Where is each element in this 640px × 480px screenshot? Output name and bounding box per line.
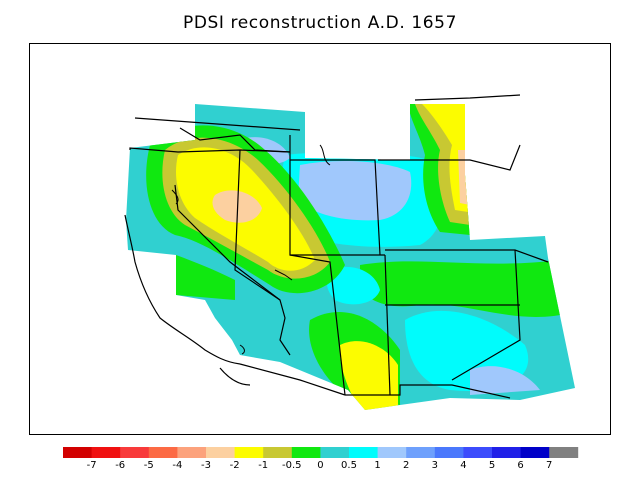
lake-tahoe [171,189,179,205]
field-lightblue-south [470,366,540,395]
nd [414,94,521,101]
texas-panhandle [451,249,521,381]
nebraska-sd [378,144,521,171]
colorbar-box-15 [492,447,521,458]
colorbar-label-12: 3 [432,460,438,471]
colorbar-label-3: -4 [172,460,182,471]
colorbar-box-16 [520,447,550,458]
colorbar-box-7 [263,447,293,458]
colorbar-box-3 [148,447,178,458]
field-yellow-arizona [339,341,398,410]
colorbar-box-10 [349,447,378,458]
state-boundaries [124,94,549,399]
colorbar-box-8 [291,447,321,458]
colorbar-label-13: 4 [460,460,466,471]
colorado-east [384,254,391,396]
coastline [124,214,241,365]
colorbar-label-6: -1 [258,460,268,471]
field-green-south [360,260,575,317]
colorbar-box-12 [406,447,436,458]
baja [219,367,251,386]
arizona-border [289,254,346,396]
map-frame [29,43,611,435]
colorbar-label-16: 7 [546,460,552,471]
colorbar-label-0: -7 [87,460,97,471]
colorbar-box-1 [91,447,121,458]
field-cyan-utah [326,266,380,305]
map-title: PDSI reconstruction A.D. 1657 [182,13,458,33]
colorbar-box-2 [120,447,150,458]
salton-sea [239,344,245,355]
colorbar-box-13 [434,447,464,458]
wyoming-border [290,159,381,256]
colorbar-box-11 [377,447,407,458]
colorbar-label-14: 5 [489,460,495,471]
colorbar-box-0 [63,447,92,458]
colorbar-boxes [63,447,579,458]
lake-mead [274,269,293,281]
colorbar-label-8: 0 [317,460,323,471]
colorbar-label-1: -6 [115,460,125,471]
colorbar-label-4: -3 [201,460,211,471]
colorbar-label-2: -5 [144,460,154,471]
colorbar-box-6 [234,447,264,458]
montana-north [134,117,301,131]
colorbar-label-10: 1 [374,460,380,471]
colorbar-box-4 [177,447,207,458]
colorbar-box-17 [549,447,579,458]
colorbar-box-5 [206,447,235,458]
colorbar-label-5: -2 [230,460,240,471]
colorbar-label-15: 6 [517,460,523,471]
field-yellow-montana [422,104,468,212]
colorbar-label-9: 0.5 [341,460,357,471]
nevada-utah [234,149,281,301]
colorbar-labels: -7 -6 -5 -4 -3 -2 -1 -0.5 0 0.5 1 2 3 4 5 6 7 [87,460,553,471]
field-lightblue-wyoming [298,160,412,221]
field-green-nm [176,255,235,300]
mexico-border [239,363,346,396]
nm-south [345,384,511,399]
colorbar-label-11: 2 [403,460,409,471]
pdsi-field [126,104,575,410]
colorbar-box-9 [320,447,350,458]
idaho-border [179,127,291,153]
colorbar-box-14 [463,447,493,458]
colorbar-label-7: -0.5 [282,460,302,471]
lakes [171,144,331,355]
great-salt-lake [319,144,331,166]
